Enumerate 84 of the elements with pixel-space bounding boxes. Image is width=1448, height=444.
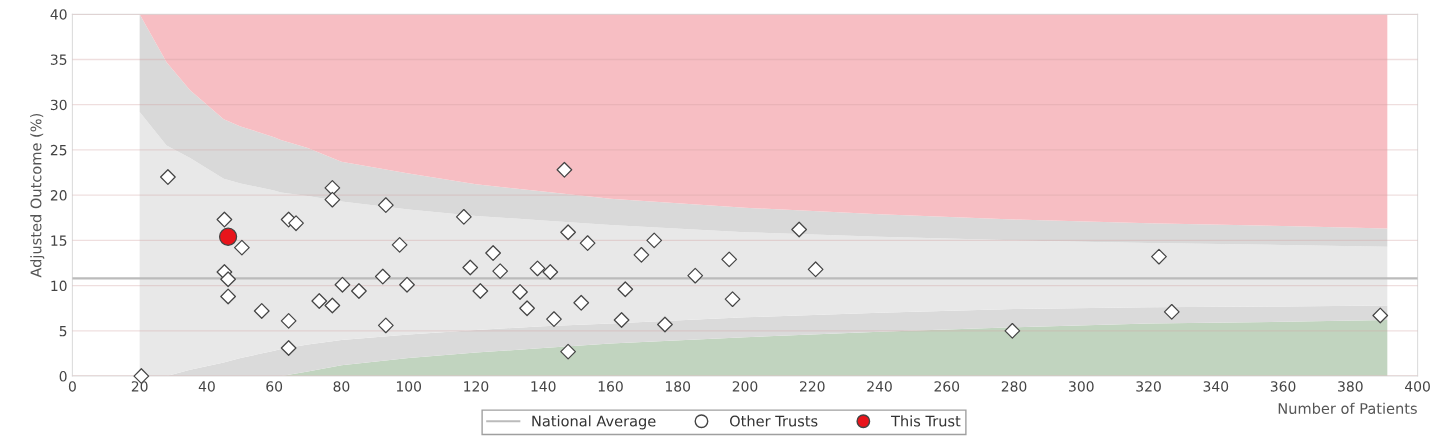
- point: [646, 232, 663, 249]
- point: [220, 271, 237, 288]
- y-tick-label: 30: [50, 99, 67, 111]
- point: [253, 303, 270, 319]
- x-tick-label: 360: [1270, 381, 1296, 392]
- point: [324, 191, 341, 208]
- point: [324, 297, 341, 314]
- point: [560, 343, 577, 360]
- point: [159, 169, 176, 185]
- point: [280, 312, 297, 329]
- point: [579, 235, 596, 251]
- x-tick-label: 40: [198, 381, 215, 392]
- x-tick-label: 60: [266, 381, 283, 392]
- point: [391, 236, 408, 253]
- legend-label: National Average: [532, 415, 656, 430]
- legend-label: This Trust: [891, 415, 961, 427]
- x-tick-label: 320: [1136, 381, 1161, 392]
- point: [657, 316, 673, 333]
- x-axis-title: Number of Patients: [1278, 402, 1417, 414]
- point: [351, 283, 367, 299]
- point: [542, 264, 559, 280]
- x-tick-label: 240: [867, 381, 892, 392]
- y-axis-title: Adjusted Outcome (%): [30, 113, 45, 278]
- point: [399, 276, 415, 293]
- y-tick-label: 10: [51, 280, 67, 292]
- y-tick-label: 25: [50, 144, 67, 156]
- point: [519, 300, 535, 317]
- point: [377, 197, 394, 213]
- point: [687, 267, 704, 284]
- x-tick-label: 300: [1069, 381, 1094, 392]
- x-tick-label: 200: [732, 381, 758, 392]
- point: [472, 283, 489, 299]
- point: [1372, 307, 1389, 324]
- y-tick-label: 40: [50, 9, 67, 20]
- point: [546, 311, 562, 327]
- point: [613, 312, 630, 328]
- point: [633, 246, 650, 263]
- x-tick-label: 400: [1405, 381, 1430, 392]
- point: [1004, 322, 1021, 339]
- x-tick-label: 100: [396, 381, 422, 392]
- point: [216, 211, 233, 228]
- x-tick-label: 180: [666, 381, 691, 392]
- x-tick-label: 340: [1203, 381, 1229, 392]
- point: [724, 291, 741, 308]
- x-tick-label: 160: [598, 381, 623, 392]
- point: [288, 215, 304, 232]
- y-tick-label: 0: [59, 371, 67, 382]
- point: [233, 239, 250, 256]
- x-tick-label: 140: [531, 381, 556, 392]
- point: [374, 268, 391, 285]
- x-tick-label: 220: [800, 381, 825, 392]
- point: [334, 276, 351, 293]
- y-tick-label: 5: [59, 325, 67, 337]
- point: [485, 245, 502, 261]
- point: [218, 227, 238, 246]
- point: [311, 293, 328, 309]
- point: [721, 251, 738, 268]
- y-tick-label: 35: [50, 54, 67, 65]
- point: [573, 294, 590, 311]
- x-tick-label: 80: [333, 381, 350, 392]
- point: [280, 340, 297, 356]
- x-tick-label: 20: [131, 381, 148, 392]
- point: [807, 261, 824, 278]
- point: [220, 288, 237, 305]
- point: [1151, 248, 1167, 265]
- point: [529, 260, 546, 277]
- x-tick-label: 280: [1001, 381, 1027, 392]
- point: [377, 317, 394, 334]
- point: [512, 284, 528, 300]
- x-tick-label: 120: [464, 381, 489, 392]
- point: [462, 259, 479, 276]
- x-tick-label: 260: [934, 381, 960, 392]
- y-tick-label: 15: [51, 235, 67, 246]
- x-tick-label: 0: [68, 381, 76, 392]
- point: [791, 221, 808, 238]
- point: [556, 161, 573, 178]
- point: [1163, 303, 1180, 320]
- point: [617, 281, 634, 298]
- point: [492, 263, 509, 280]
- point: [455, 208, 472, 225]
- y-tick-label: 20: [50, 190, 67, 201]
- point: [560, 224, 577, 241]
- legend-label: Other Trusts: [730, 415, 818, 427]
- x-tick-label: 380: [1338, 381, 1363, 392]
